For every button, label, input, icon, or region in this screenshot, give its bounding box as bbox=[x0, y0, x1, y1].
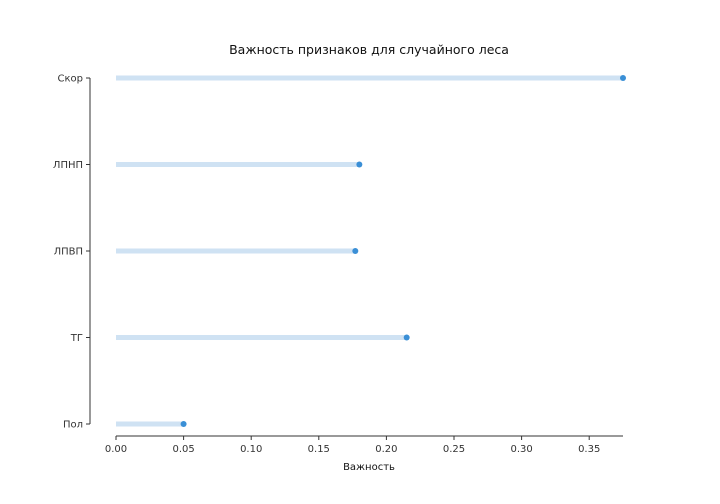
marker-3 bbox=[403, 334, 410, 341]
x-axis-label: Важность bbox=[343, 462, 395, 473]
marker-0 bbox=[620, 75, 626, 81]
x-tick-label-0: 0.00 bbox=[105, 444, 127, 455]
stems-layer bbox=[116, 75, 623, 427]
x-tick-label-1: 0.05 bbox=[172, 444, 194, 455]
y-tick-label-3: ТГ bbox=[70, 333, 83, 344]
chart-title: Важность признаков для случайного леса bbox=[229, 42, 509, 57]
x-tick-label-3: 0.15 bbox=[308, 444, 330, 455]
y-tick-label-0: Скор bbox=[58, 74, 84, 85]
y-tick-label-4: Пол bbox=[63, 420, 83, 431]
x-tick-label-5: 0.25 bbox=[443, 444, 465, 455]
marker-4 bbox=[180, 421, 187, 427]
markers-layer bbox=[180, 75, 626, 427]
y-axis: Скор ЛПНП ЛПВП ТГ Пол bbox=[53, 74, 91, 431]
marker-1 bbox=[356, 161, 363, 168]
x-tick-label-4: 0.20 bbox=[375, 444, 397, 455]
x-tick-label-2: 0.10 bbox=[240, 444, 262, 455]
x-tick-label-6: 0.30 bbox=[510, 444, 532, 455]
y-tick-label-2: ЛПВП bbox=[54, 247, 83, 258]
x-axis: 0.00 0.05 0.10 0.15 0.20 0.25 0.30 0.35 bbox=[105, 435, 623, 455]
y-tick-label-1: ЛПНП bbox=[53, 160, 83, 171]
marker-2 bbox=[352, 248, 359, 254]
x-tick-label-7: 0.35 bbox=[578, 444, 600, 455]
